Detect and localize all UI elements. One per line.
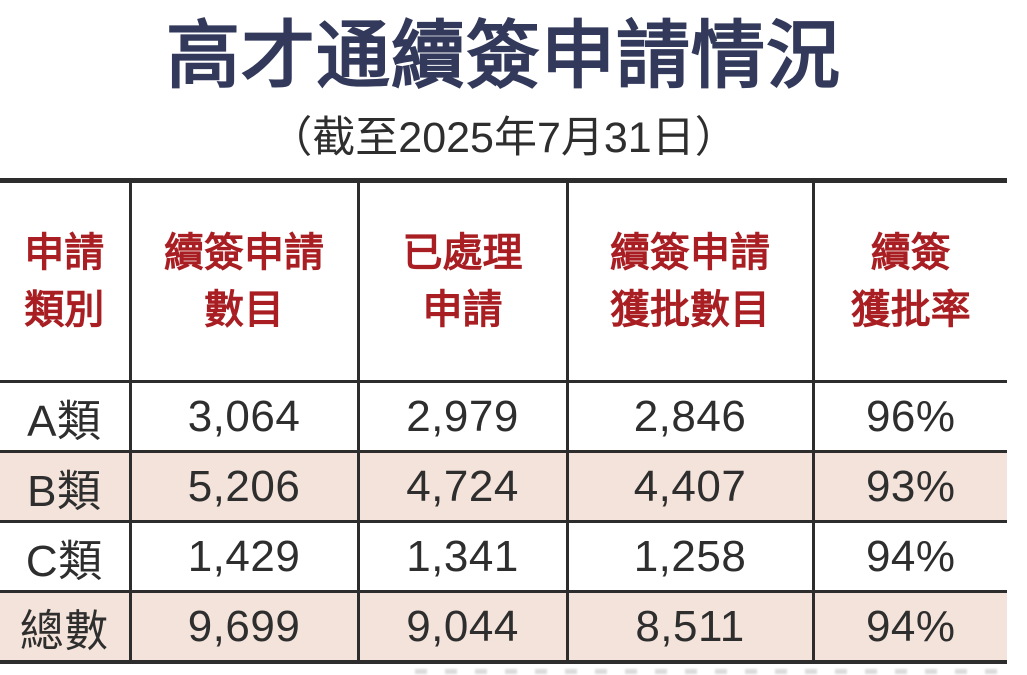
cell-category: B類 bbox=[0, 451, 130, 522]
col-header-rate: 續簽 獲批率 bbox=[811, 180, 1007, 382]
header-line: 續簽 bbox=[870, 230, 951, 275]
cell-category: A類 bbox=[27, 396, 102, 446]
cell-rate: 96% bbox=[811, 381, 1007, 452]
col-header-processed: 已處理 申請 bbox=[356, 180, 567, 382]
cell-approved: 4,407 bbox=[565, 451, 813, 522]
cell-category: 總數 bbox=[0, 591, 130, 662]
table-row-total: 總數 9,699 9,044 8,511 94% bbox=[0, 591, 1007, 662]
header-line: 續簽申請 bbox=[610, 230, 770, 275]
header-line: 獲批率 bbox=[850, 287, 971, 332]
cell-rate: 94% bbox=[811, 591, 1007, 662]
table-row-c: C類 1,429 1,341 1,258 94% bbox=[0, 521, 1007, 592]
header-line: 續簽申請 bbox=[164, 230, 324, 275]
cell-applications: 1,429 bbox=[128, 521, 358, 592]
col-header-category: 申請 類別 bbox=[0, 181, 130, 382]
page-subtitle: （截至2025年7月31日） bbox=[269, 114, 738, 162]
cropped-text-remnant bbox=[415, 669, 1010, 674]
header-line: 類別 bbox=[24, 287, 105, 332]
cell-applications: 9,699 bbox=[128, 591, 358, 662]
header-line: 獲批數目 bbox=[610, 287, 770, 332]
cell-approved: 8,511 bbox=[565, 591, 813, 662]
cell-approved: 2,846 bbox=[565, 381, 813, 452]
table-row-a: A類 3,064 2,979 2,846 96% bbox=[0, 381, 1007, 452]
cell-processed: 4,724 bbox=[356, 451, 567, 522]
header-line: 申請 bbox=[422, 287, 503, 332]
cell-rate: 94% bbox=[811, 521, 1007, 592]
header-line: 已處理 bbox=[402, 230, 523, 275]
col-header-applications: 續簽申請 數目 bbox=[128, 180, 358, 382]
table-row-b: B類 5,206 4,724 4,407 93% bbox=[0, 451, 1007, 522]
header-line: 數目 bbox=[204, 287, 284, 332]
cell-approved: 1,258 bbox=[565, 521, 813, 592]
cell-category: C類 bbox=[25, 536, 103, 586]
header-line: 申請 bbox=[24, 230, 105, 275]
col-header-approved: 續簽申請 獲批數目 bbox=[565, 180, 813, 382]
page-title: 高才通續簽申請情況 bbox=[166, 14, 841, 97]
cell-rate: 93% bbox=[811, 451, 1007, 522]
cell-applications: 5,206 bbox=[128, 451, 358, 522]
cell-applications: 3,064 bbox=[128, 381, 358, 452]
header-row: 申請 類別 續簽申請 數目 已處理 申請 續簽申請 獲批數目 續簽 獲批率 bbox=[0, 180, 1007, 382]
cell-processed: 9,044 bbox=[356, 591, 567, 662]
stats-table: 申請 類別 續簽申請 數目 已處理 申請 續簽申請 獲批數目 續簽 獲批率 bbox=[0, 178, 1007, 664]
cell-processed: 1,341 bbox=[356, 521, 567, 592]
cell-processed: 2,979 bbox=[356, 381, 567, 452]
